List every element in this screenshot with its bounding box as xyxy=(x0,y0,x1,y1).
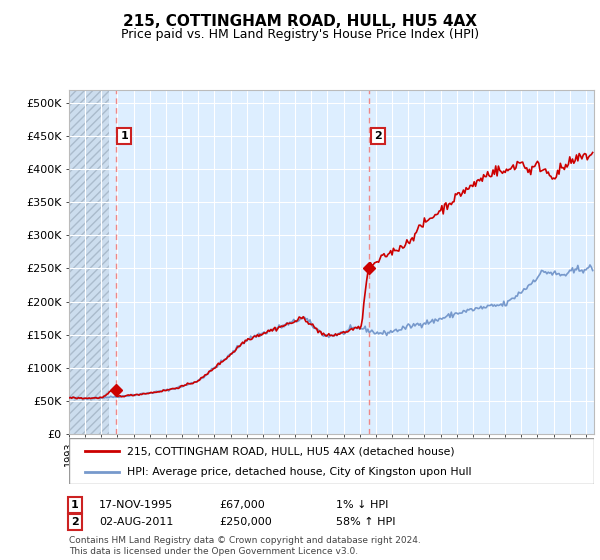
Text: £67,000: £67,000 xyxy=(219,500,265,510)
Text: 02-AUG-2011: 02-AUG-2011 xyxy=(99,517,173,527)
Polygon shape xyxy=(69,90,109,434)
Text: 1: 1 xyxy=(71,500,79,510)
Text: £250,000: £250,000 xyxy=(219,517,272,527)
Text: HPI: Average price, detached house, City of Kingston upon Hull: HPI: Average price, detached house, City… xyxy=(127,466,471,477)
FancyBboxPatch shape xyxy=(69,438,594,484)
Text: Contains HM Land Registry data © Crown copyright and database right 2024.
This d: Contains HM Land Registry data © Crown c… xyxy=(69,536,421,556)
Text: 17-NOV-1995: 17-NOV-1995 xyxy=(99,500,173,510)
Text: Price paid vs. HM Land Registry's House Price Index (HPI): Price paid vs. HM Land Registry's House … xyxy=(121,28,479,41)
Text: 58% ↑ HPI: 58% ↑ HPI xyxy=(336,517,395,527)
Text: 2: 2 xyxy=(71,517,79,527)
Text: 215, COTTINGHAM ROAD, HULL, HU5 4AX: 215, COTTINGHAM ROAD, HULL, HU5 4AX xyxy=(123,14,477,29)
Text: 1% ↓ HPI: 1% ↓ HPI xyxy=(336,500,388,510)
Text: 215, COTTINGHAM ROAD, HULL, HU5 4AX (detached house): 215, COTTINGHAM ROAD, HULL, HU5 4AX (det… xyxy=(127,446,454,456)
Text: 1: 1 xyxy=(121,131,128,141)
Text: 2: 2 xyxy=(374,131,382,141)
